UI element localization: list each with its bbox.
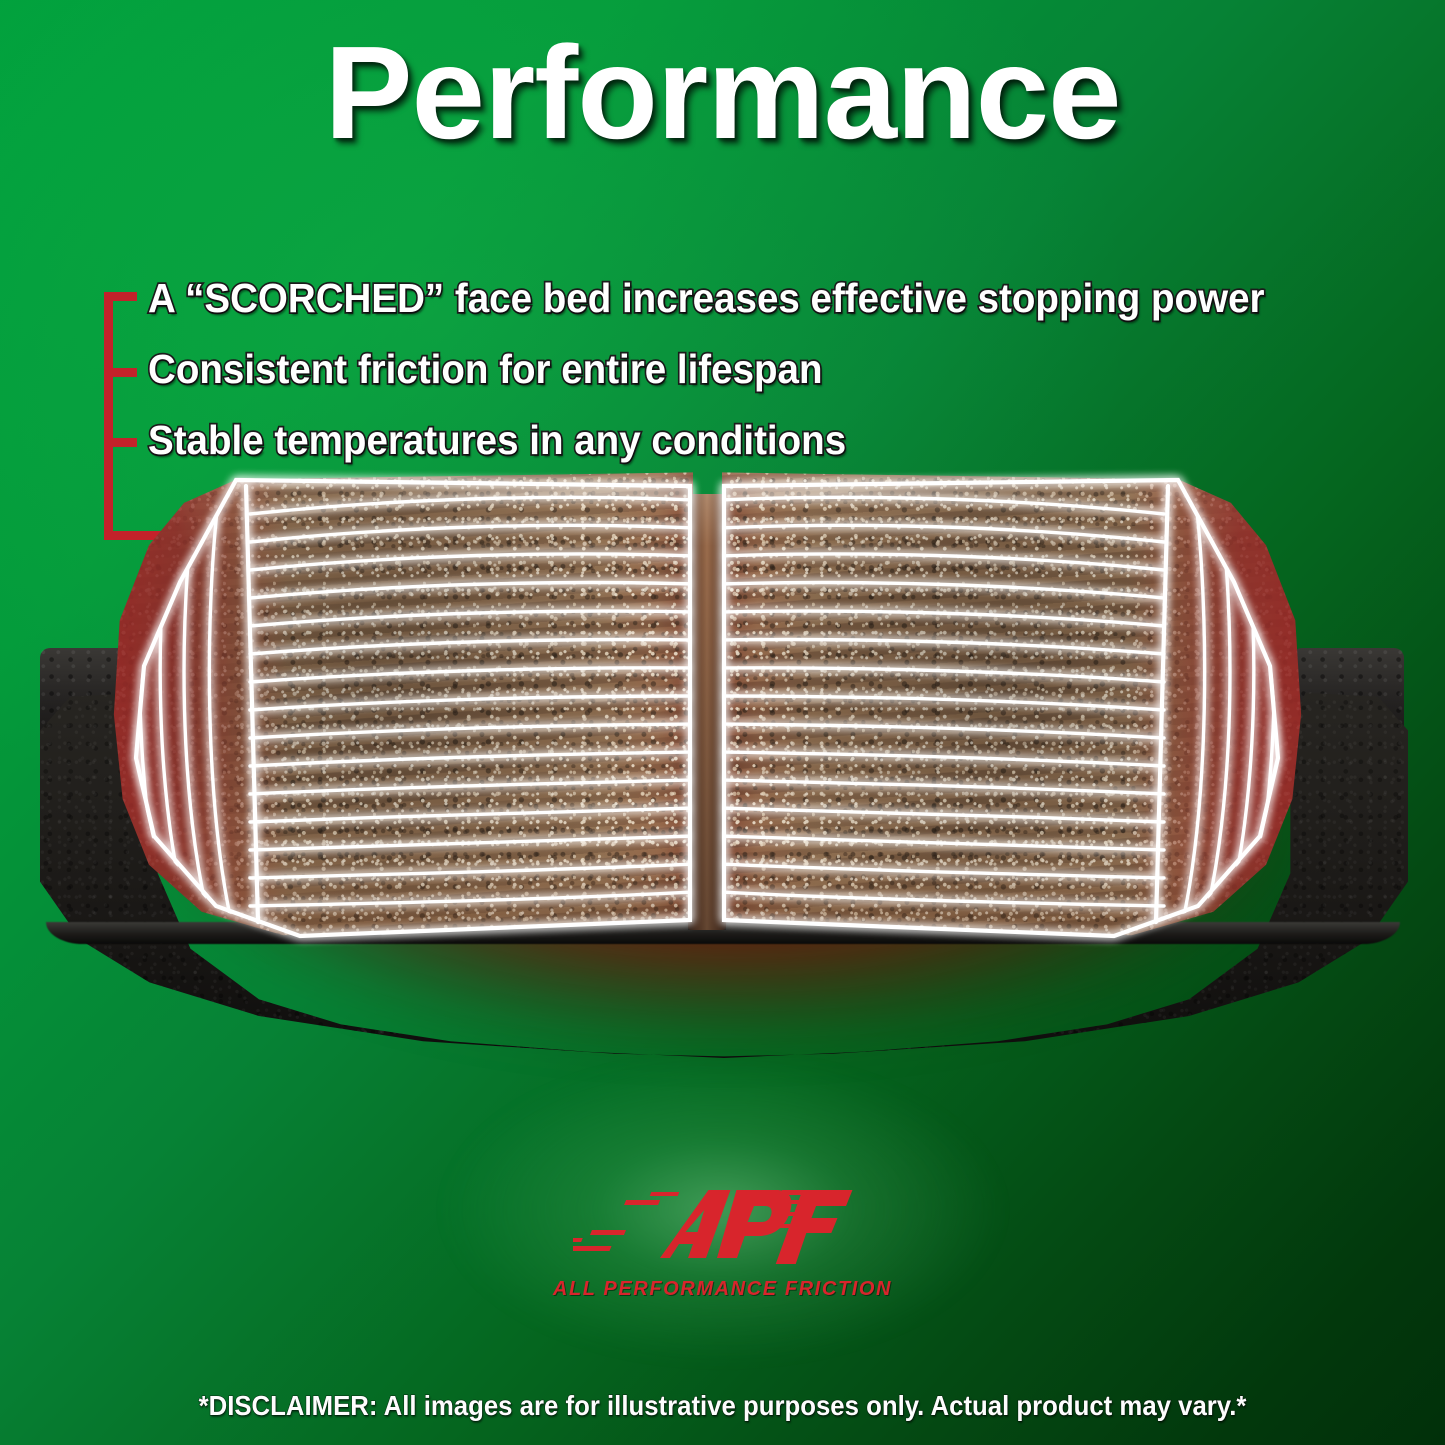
brand-logo: ALL PERFORMANCE FRICTION (0, 1178, 1445, 1301)
brake-pad-image (0, 470, 1445, 1110)
disclaimer-text: *DISCLAIMER: All images are for illustra… (198, 1389, 1247, 1421)
hatch-overlay (133, 477, 1281, 939)
feature-item-2: Consistent friction for entire lifespan (146, 346, 824, 392)
bracket-tick-1 (104, 292, 137, 301)
page-title: Performance (324, 19, 1121, 166)
feature-item-3: Stable temperatures in any conditions (146, 417, 847, 463)
feature-list: A “SCORCHED” face bed increases effectiv… (146, 275, 1428, 491)
friction-surface-right (722, 472, 1302, 936)
feature-item-1: A “SCORCHED” face bed increases effectiv… (146, 275, 1266, 321)
apf-logo-mark (572, 1190, 852, 1264)
bracket-tick-3 (104, 438, 137, 447)
bracket-tick-2 (104, 368, 137, 377)
feature-bracket (104, 292, 140, 537)
brand-tagline: ALL PERFORMANCE FRICTION (552, 1278, 893, 1300)
bracket-stem (104, 292, 113, 537)
pad-center-slot (688, 494, 726, 930)
